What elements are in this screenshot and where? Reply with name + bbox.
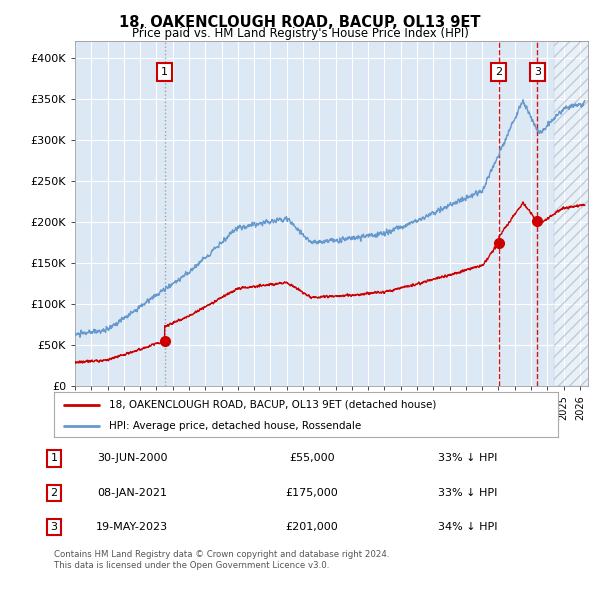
Text: Price paid vs. HM Land Registry's House Price Index (HPI): Price paid vs. HM Land Registry's House … — [131, 27, 469, 40]
Text: 33% ↓ HPI: 33% ↓ HPI — [439, 454, 497, 463]
Bar — [554, 41, 600, 386]
Bar — [554, 41, 600, 386]
Text: 3: 3 — [50, 522, 58, 532]
Text: 08-JAN-2021: 08-JAN-2021 — [97, 488, 167, 497]
Text: 18, OAKENCLOUGH ROAD, BACUP, OL13 9ET: 18, OAKENCLOUGH ROAD, BACUP, OL13 9ET — [119, 15, 481, 30]
Text: 2: 2 — [50, 488, 58, 497]
Bar — [554, 41, 600, 386]
Text: 2: 2 — [496, 67, 502, 77]
Text: 34% ↓ HPI: 34% ↓ HPI — [438, 522, 498, 532]
Text: 33% ↓ HPI: 33% ↓ HPI — [439, 488, 497, 497]
Text: £175,000: £175,000 — [286, 488, 338, 497]
Text: This data is licensed under the Open Government Licence v3.0.: This data is licensed under the Open Gov… — [54, 560, 329, 569]
Text: 1: 1 — [50, 454, 58, 463]
Text: 1: 1 — [161, 67, 168, 77]
Text: HPI: Average price, detached house, Rossendale: HPI: Average price, detached house, Ross… — [109, 421, 362, 431]
Text: 18, OAKENCLOUGH ROAD, BACUP, OL13 9ET (detached house): 18, OAKENCLOUGH ROAD, BACUP, OL13 9ET (d… — [109, 400, 437, 409]
Text: 30-JUN-2000: 30-JUN-2000 — [97, 454, 167, 463]
Text: £201,000: £201,000 — [286, 522, 338, 532]
Text: 19-MAY-2023: 19-MAY-2023 — [96, 522, 168, 532]
Text: 3: 3 — [533, 67, 541, 77]
Text: Contains HM Land Registry data © Crown copyright and database right 2024.: Contains HM Land Registry data © Crown c… — [54, 550, 389, 559]
Text: £55,000: £55,000 — [289, 454, 335, 463]
